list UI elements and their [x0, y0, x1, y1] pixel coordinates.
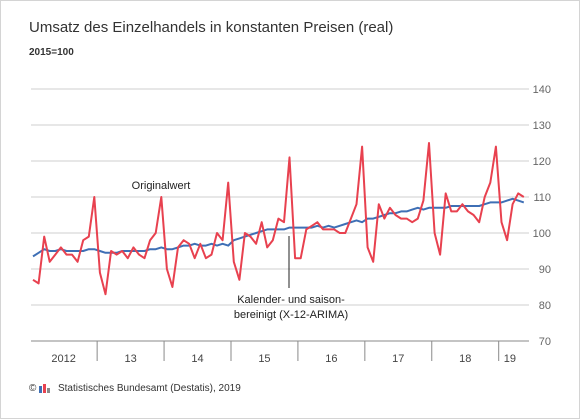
- x-tick-label: 2012: [51, 353, 75, 365]
- y-tick-label: 110: [533, 192, 551, 204]
- chart-title: Umsatz des Einzelhandels in konstanten P…: [29, 19, 394, 36]
- x-tick-labels: 2012 13 14 15 16 17 18 19: [51, 353, 516, 365]
- x-tick-label: 16: [325, 353, 337, 365]
- source-footer: © Statistisches Bundesamt (Destatis), 20…: [29, 383, 241, 394]
- annotation-original: Originalwert: [132, 180, 191, 192]
- y-tick-label: 140: [533, 84, 551, 96]
- x-tick-label: 15: [258, 353, 270, 365]
- x-tick-label: 18: [459, 353, 471, 365]
- x-tick-label: 19: [504, 353, 516, 365]
- y-tick-label: 90: [539, 264, 551, 276]
- chart-subtitle: 2015=100: [29, 47, 74, 58]
- y-tick-label: 70: [539, 336, 551, 348]
- y-tick-label: 130: [533, 120, 551, 132]
- x-tick-label: 14: [191, 353, 203, 365]
- y-tick-labels: 70 80 90 100 110 120 130 140: [533, 84, 551, 348]
- grid-lines: [31, 88, 529, 306]
- source-text: Statistisches Bundesamt (Destatis), 2019: [57, 383, 241, 394]
- x-tick-label: 17: [392, 353, 404, 365]
- y-tick-label: 100: [533, 228, 551, 240]
- x-axis: [31, 340, 529, 361]
- x-tick-label: 13: [124, 353, 136, 365]
- annotations: Originalwert Kalender- und saison-bereini…: [132, 180, 349, 321]
- annotation-adjusted-line1: Kalender- und saison-: [237, 294, 345, 306]
- y-tick-label: 80: [539, 300, 551, 312]
- series-original-line: [32, 142, 525, 296]
- copyright-symbol: ©: [29, 383, 37, 394]
- series-lines: [32, 142, 525, 296]
- y-tick-label: 120: [533, 156, 551, 168]
- annotation-adjusted-line2: bereinigt (X-12-ARIMA): [234, 309, 348, 321]
- destatis-logo-icon: [39, 384, 51, 394]
